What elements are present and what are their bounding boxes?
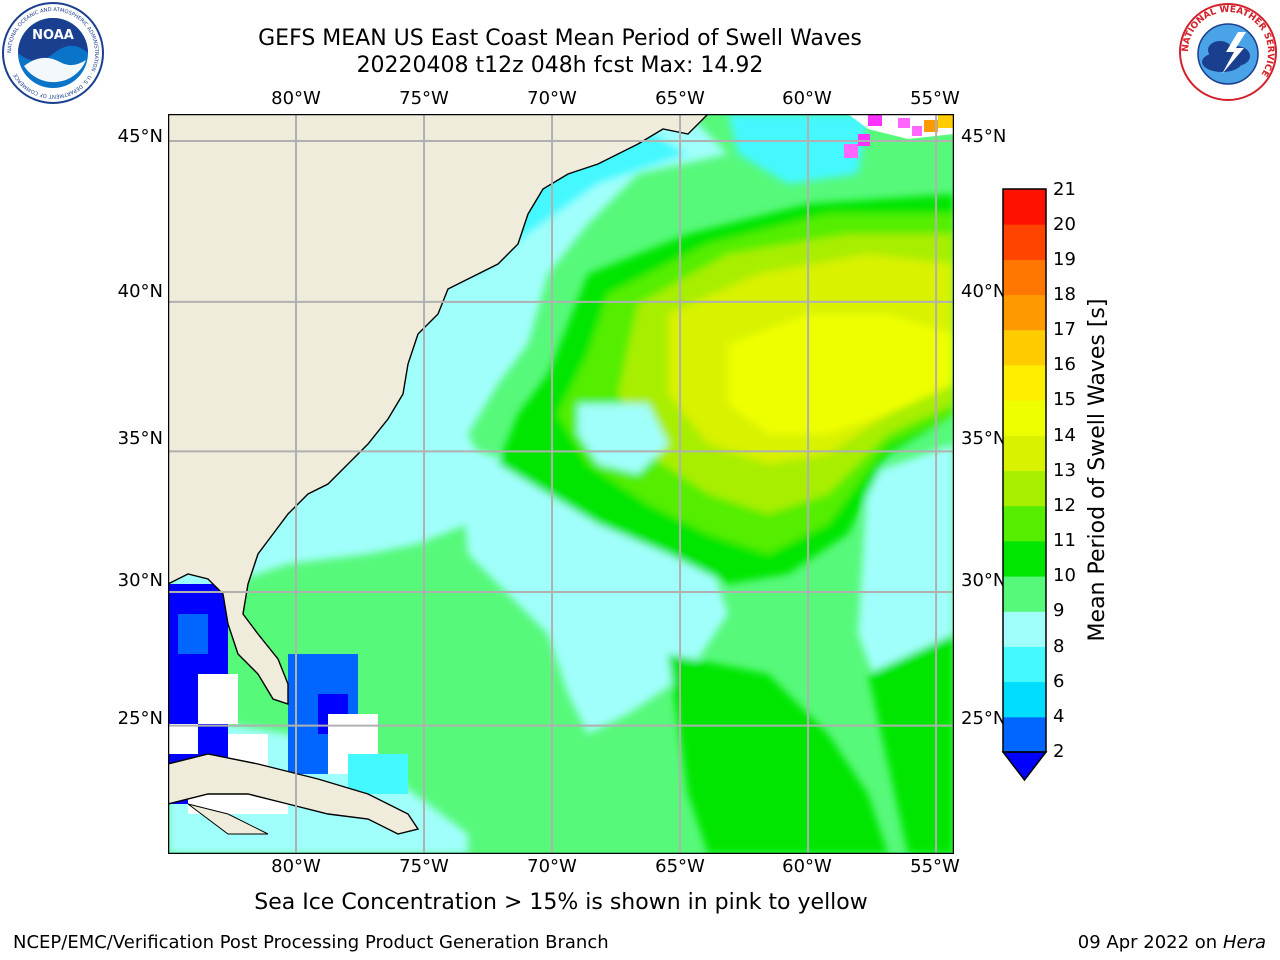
lat-tick-left-45n: 45°N <box>117 126 163 147</box>
sea-ice-cells <box>844 114 954 158</box>
colorbar-cell <box>1003 681 1046 718</box>
colorbar-tick-18: 18 <box>1053 284 1076 305</box>
colorbar-cell <box>1003 189 1046 225</box>
lon-tick-bottom-60w: 60°W <box>782 856 832 877</box>
lon-tick-bottom-55w: 55°W <box>910 856 960 877</box>
footer-date-text: 09 Apr 2022 on <box>1077 932 1223 953</box>
colorbar-underflow-triangle <box>1001 751 1048 782</box>
colorbar-tick-20: 20 <box>1053 214 1076 235</box>
lat-tick-right-25n: 25°N <box>961 708 1007 729</box>
colorbar-cell <box>1003 435 1046 471</box>
lat-tick-right-35n: 35°N <box>961 428 1007 449</box>
footer-credit: NCEP/EMC/Verification Post Processing Pr… <box>13 932 609 953</box>
lat-tick-left-40n: 40°N <box>117 281 163 302</box>
chart-title: GEFS MEAN US East Coast Mean Period of S… <box>258 26 862 51</box>
lon-tick-top-80w: 80°W <box>271 88 321 109</box>
colorbar-cell <box>1003 329 1046 366</box>
colorbar-cell <box>1003 470 1046 507</box>
lon-tick-top-75w: 75°W <box>399 88 449 109</box>
lat-tick-right-40n: 40°N <box>961 281 1007 302</box>
colorbar <box>1001 188 1048 782</box>
noaa-logo: NATIONAL OCEANIC AND ATMOSPHERIC ADMINIS… <box>2 2 104 104</box>
colorbar-tick-17: 17 <box>1053 319 1076 340</box>
colorbar-frame <box>1002 188 1047 753</box>
colorbar-cell <box>1003 540 1046 577</box>
lon-tick-top-55w: 55°W <box>910 88 960 109</box>
lat-tick-left-25n: 25°N <box>117 708 163 729</box>
colorbar-tick-10: 10 <box>1053 565 1076 586</box>
colorbar-cell <box>1003 294 1046 331</box>
lon-tick-bottom-70w: 70°W <box>527 856 577 877</box>
lat-tick-left-35n: 35°N <box>117 428 163 449</box>
lat-tick-left-30n: 30°N <box>117 570 163 591</box>
colorbar-tick-4: 4 <box>1053 706 1065 727</box>
lat-tick-right-30n: 30°N <box>961 570 1007 591</box>
map-frame <box>168 114 954 854</box>
lat-tick-right-45n: 45°N <box>961 126 1007 147</box>
colorbar-cell <box>1003 576 1046 612</box>
colorbar-tick-13: 13 <box>1053 460 1076 481</box>
map-gridlines <box>168 114 954 854</box>
lon-tick-bottom-65w: 65°W <box>655 856 705 877</box>
lon-tick-bottom-80w: 80°W <box>271 856 321 877</box>
noaa-text: NOAA <box>32 28 74 43</box>
colorbar-cell <box>1003 716 1046 753</box>
lon-tick-top-65w: 65°W <box>655 88 705 109</box>
footer-date: 09 Apr 2022 on Hera <box>1078 932 1266 954</box>
colorbar-tick-2: 2 <box>1053 741 1065 762</box>
sea-ice-note: Sea Ice Concentration > 15% is shown in … <box>254 890 868 915</box>
colorbar-cell <box>1003 364 1046 401</box>
chart-subtitle: 20220408 t12z 048h fcst Max: 14.92 <box>356 53 764 78</box>
colorbar-tick-19: 19 <box>1053 249 1076 270</box>
colorbar-cell <box>1003 400 1046 436</box>
nws-logo: NATIONAL WEATHER SERVICE <box>1179 3 1277 101</box>
colorbar-cell <box>1003 505 1046 542</box>
lon-tick-top-70w: 70°W <box>527 88 577 109</box>
colorbar-tick-8: 8 <box>1053 636 1065 657</box>
colorbar-tick-9: 9 <box>1053 600 1065 621</box>
colorbar-cell <box>1003 646 1046 683</box>
map-panel <box>168 114 954 854</box>
colorbar-cell <box>1003 224 1046 260</box>
colorbar-tick-16: 16 <box>1053 354 1076 375</box>
colorbar-tick-14: 14 <box>1053 425 1076 446</box>
colorbar-tick-6: 6 <box>1053 671 1065 692</box>
colorbar-tick-21: 21 <box>1053 179 1076 200</box>
colorbar-cell <box>1003 259 1046 296</box>
colorbar-label: Mean Period of Swell Waves [s] <box>1085 298 1110 642</box>
colorbar-tick-12: 12 <box>1053 495 1076 516</box>
colorbar-cell <box>1003 611 1046 647</box>
colorbar-tick-15: 15 <box>1053 389 1076 410</box>
lon-tick-bottom-75w: 75°W <box>399 856 449 877</box>
lon-tick-top-60w: 60°W <box>782 88 832 109</box>
footer-machine: Hera <box>1222 932 1266 953</box>
colorbar-tick-11: 11 <box>1053 530 1076 551</box>
